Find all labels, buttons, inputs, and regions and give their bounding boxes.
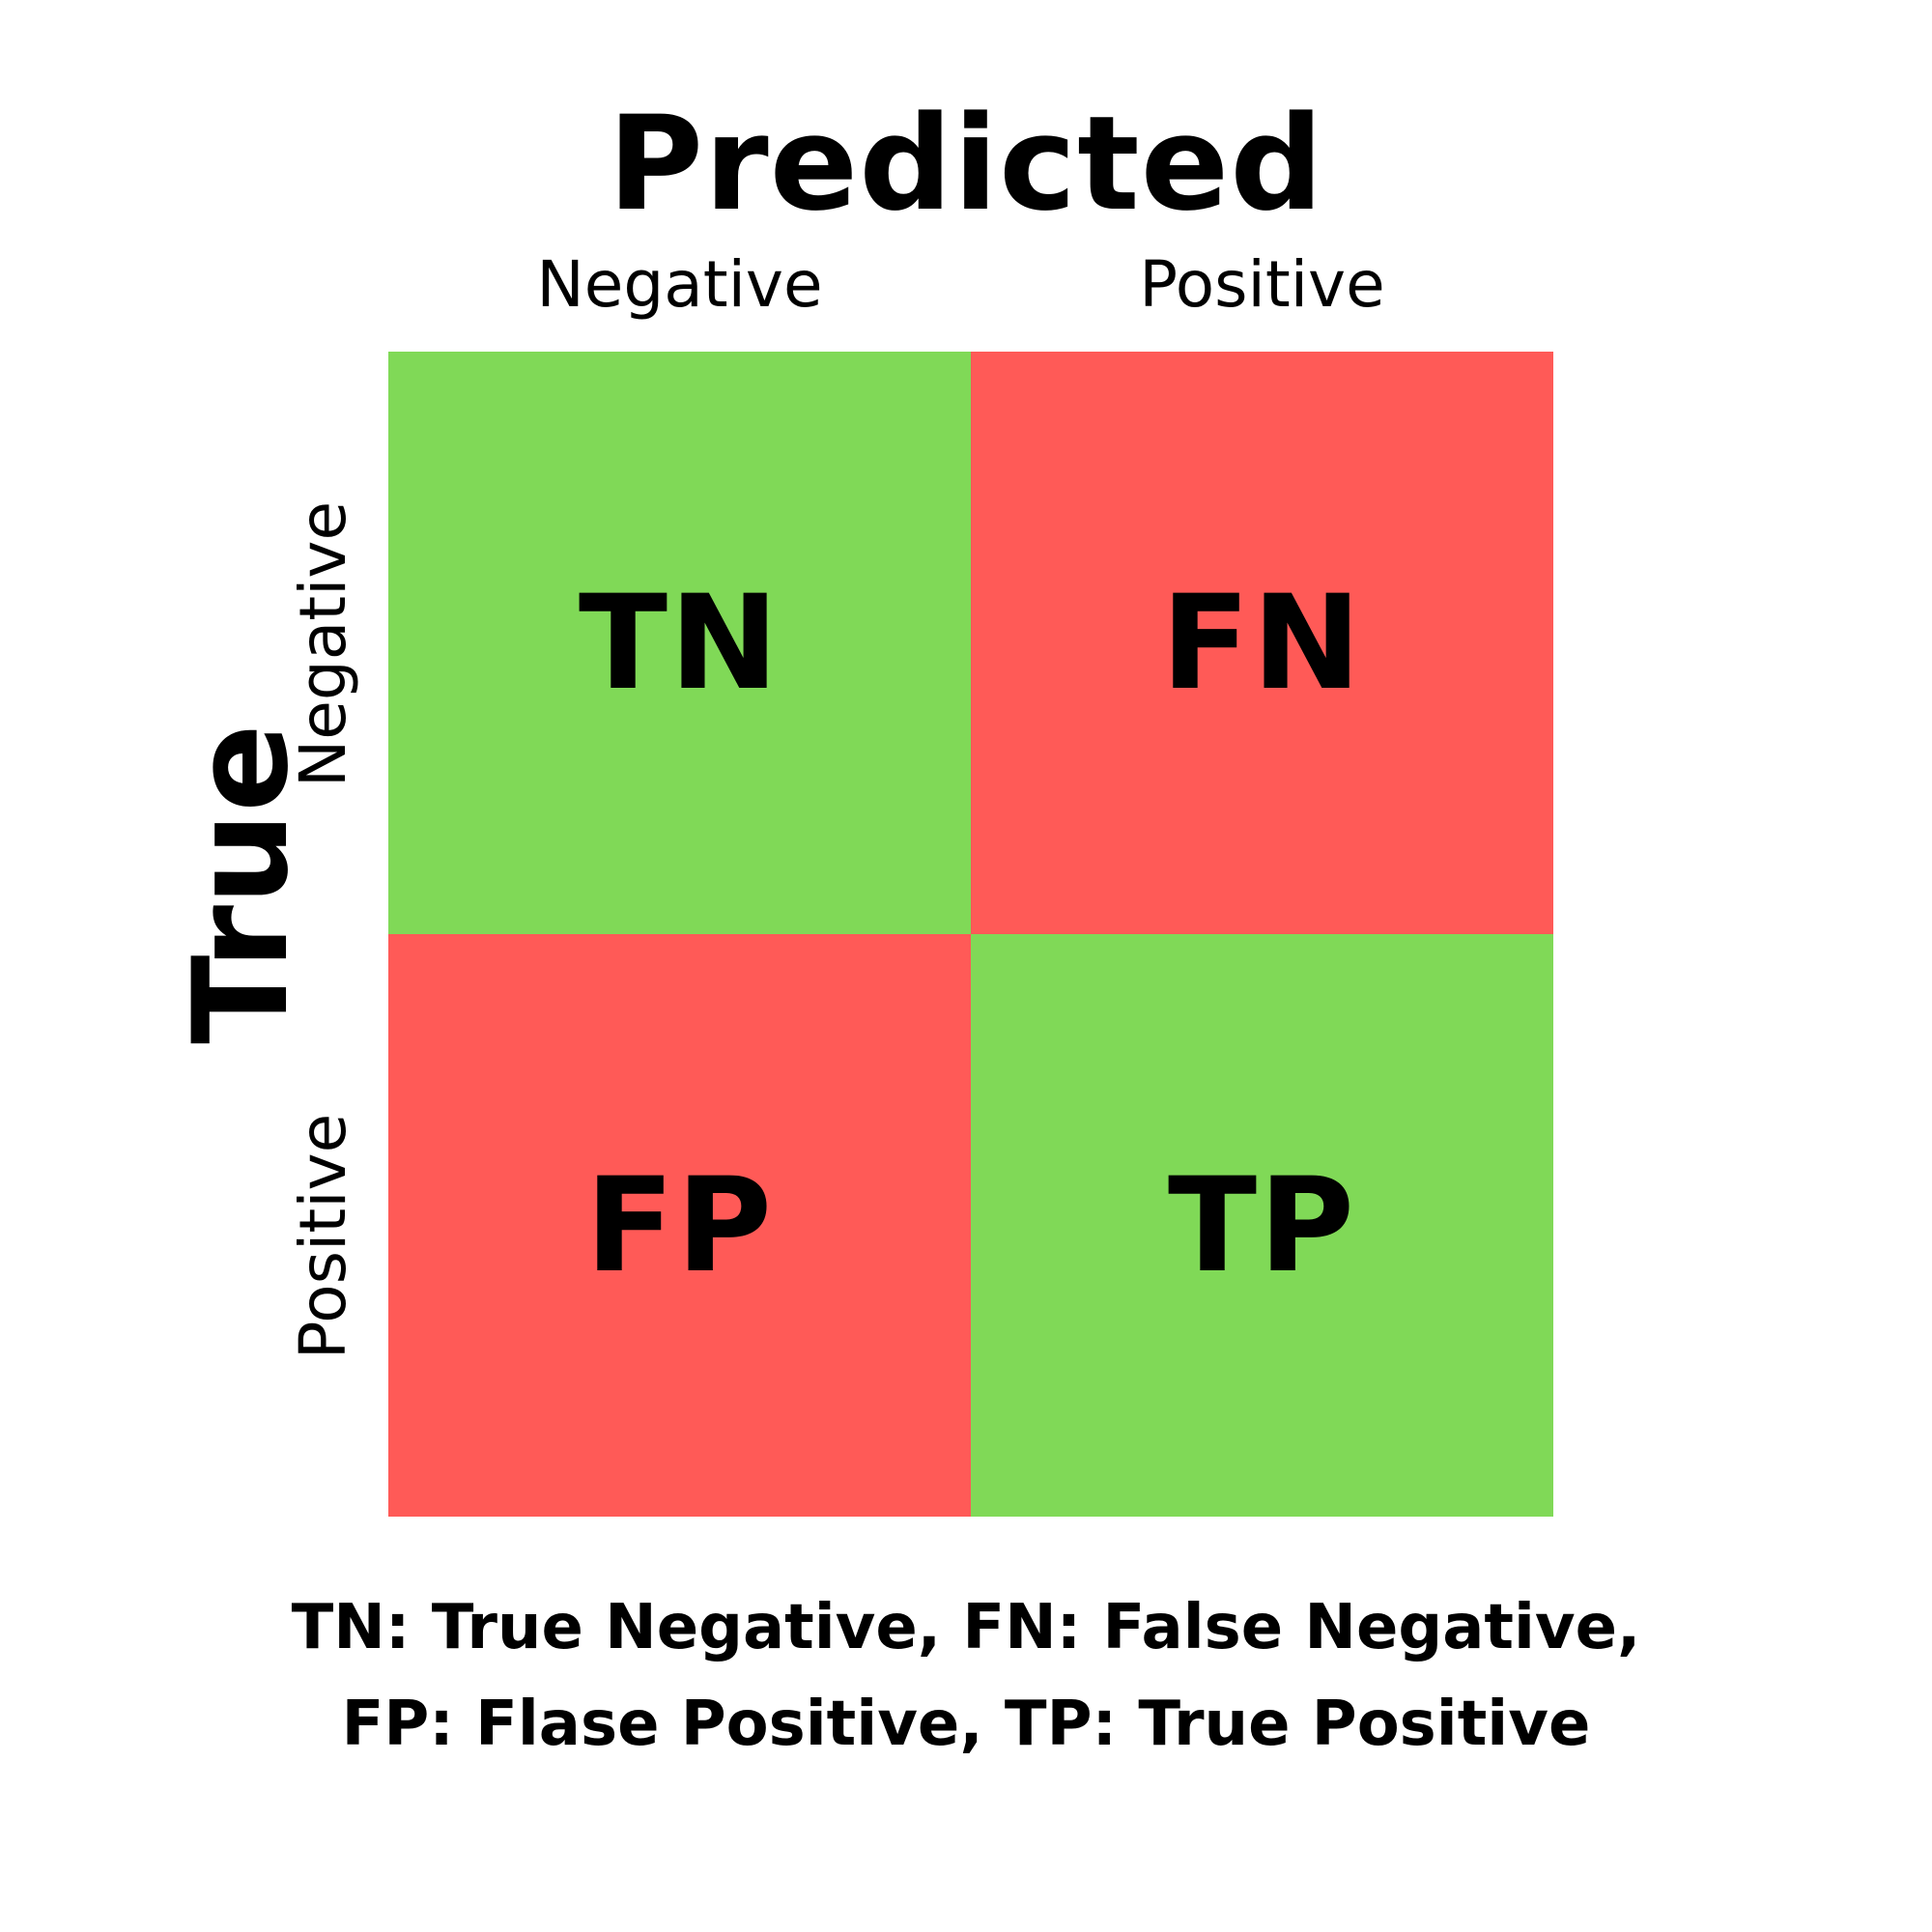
cell-label-fp: FP	[584, 1150, 775, 1301]
cell-label-fn: FN	[1160, 567, 1364, 719]
confusion-matrix: TN FN FP TP	[388, 352, 1553, 1517]
cell-true-negative: TN	[388, 352, 971, 934]
column-label-negative: Negative	[536, 247, 823, 322]
predicted-axis-title: Predicted	[608, 88, 1324, 240]
cell-false-positive: FP	[388, 934, 971, 1517]
row-label-negative: Negative	[286, 500, 360, 788]
row-label-positive: Positive	[286, 1113, 360, 1360]
legend-line-2: FP: Flase Positive, TP: True Positive	[341, 1689, 1591, 1760]
cell-true-positive: TP	[971, 934, 1553, 1517]
cell-label-tn: TN	[578, 567, 781, 719]
cell-false-negative: FN	[971, 352, 1553, 934]
cell-label-tp: TP	[1167, 1150, 1357, 1301]
legend-line-1: TN: True Negative, FN: False Negative,	[291, 1592, 1641, 1663]
column-label-positive: Positive	[1139, 247, 1385, 322]
